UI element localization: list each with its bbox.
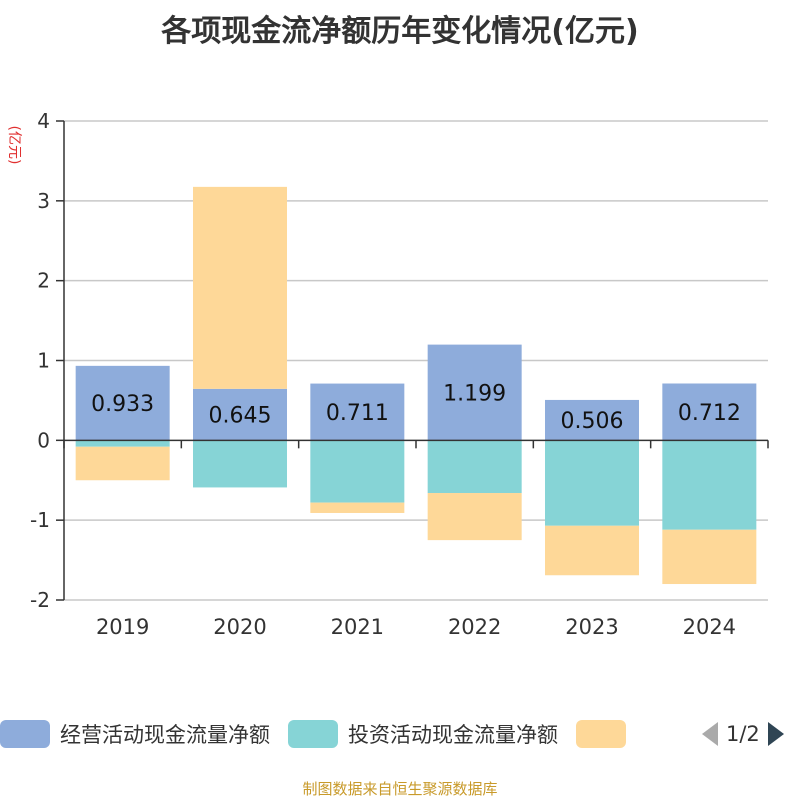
legend-page-indicator: 1/2 (726, 722, 760, 746)
y-tick-label: 2 (37, 269, 50, 293)
x-tick-label: 2024 (683, 615, 736, 639)
bar-series1-2023[interactable] (545, 399, 639, 441)
bar-series2-2020[interactable] (193, 440, 287, 488)
bars (75, 186, 757, 585)
x-tick-label: 2019 (96, 615, 149, 639)
legend-label: 经营活动现金流量净额 (60, 723, 270, 747)
bar-series2-2022[interactable] (427, 440, 522, 494)
bar-series2-2023[interactable] (545, 440, 639, 526)
legend-swatch (576, 720, 626, 748)
y-tick-label: -2 (30, 588, 50, 612)
legend-swatch (288, 720, 338, 748)
bar-series3-2024[interactable] (662, 529, 757, 585)
bar-series3-2021[interactable] (310, 502, 405, 513)
bar-series3-2019[interactable] (75, 446, 170, 481)
bar-series1-2021[interactable] (310, 383, 405, 441)
legend-item-2[interactable]: 投资活动现金流量净额 (288, 719, 558, 749)
chart-title: 各项现金流净额历年变化情况(亿元) (161, 14, 639, 49)
legend-swatch (0, 720, 50, 748)
grid-lines (64, 120, 768, 601)
bar-series1-2019[interactable] (75, 365, 170, 441)
x-tick-label: 2022 (448, 615, 501, 639)
triangle-left-icon[interactable] (700, 720, 720, 748)
y-tick-label: 1 (37, 349, 50, 373)
x-tick-label: 2021 (331, 615, 384, 639)
bar-series1-2022[interactable] (427, 344, 522, 441)
legend: 经营活动现金流量净额 投资活动现金流量净额 (0, 716, 654, 752)
bar-series2-2019[interactable] (75, 440, 170, 447)
data-label: 1.199 (443, 381, 506, 406)
y-tick-label: 4 (37, 109, 50, 133)
x-tick-label: 2023 (565, 615, 618, 639)
legend-item-3[interactable] (576, 720, 636, 748)
y-tick-label: 3 (37, 189, 50, 213)
labels: 4 3 2 1 0 -1 -2 2019 0.933 2020 0.645 2021 0.711 2022… (30, 109, 741, 639)
bar-series2-2021[interactable] (310, 440, 405, 503)
legend-item-1[interactable]: 经营活动现金流量净额 (0, 719, 270, 749)
bar-series1-2020[interactable] (193, 388, 287, 441)
axes (56, 120, 769, 601)
bar-series3-2022[interactable] (427, 493, 522, 541)
bar-series3-2020[interactable] (193, 186, 287, 389)
legend-pager: 1/2 (700, 718, 786, 750)
data-label: 0.506 (561, 409, 624, 434)
y-tick-label: -1 (30, 508, 50, 532)
bar-series3-2023[interactable] (545, 525, 639, 576)
bar-series2-2024[interactable] (662, 440, 757, 530)
data-label: 0.933 (91, 392, 154, 417)
data-label: 0.645 (209, 404, 272, 429)
triangle-right-icon[interactable] (766, 720, 786, 748)
source-note: 制图数据来自恒生聚源数据库 (302, 780, 498, 798)
y-tick-label: 0 (37, 428, 50, 452)
x-tick-label: 2020 (213, 615, 266, 639)
data-label: 0.711 (326, 401, 389, 426)
data-label: 0.712 (678, 401, 741, 426)
bar-series1-2024[interactable] (662, 383, 757, 441)
y-axis-label: (亿元) (6, 126, 22, 165)
legend-label: 投资活动现金流量净额 (348, 723, 558, 747)
